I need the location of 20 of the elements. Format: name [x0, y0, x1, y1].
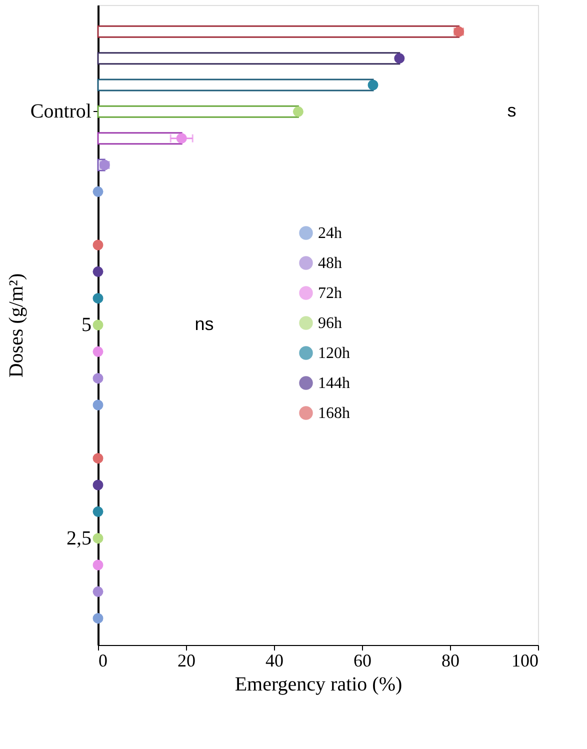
- annotation: ns: [194, 314, 214, 334]
- legend-label: 168h: [318, 405, 350, 422]
- legend-label: 24h: [318, 225, 342, 242]
- x-tick-label: 80: [442, 650, 460, 670]
- x-tick-label: 20: [178, 650, 196, 670]
- x-tick-label: 0: [98, 650, 108, 670]
- x-tick-label: 100: [512, 650, 538, 670]
- y-tick-label: 5: [82, 314, 92, 336]
- y-tick-label: 2,5: [66, 527, 92, 550]
- y-tick-label: Control: [30, 100, 92, 123]
- legend-label: 96h: [318, 315, 342, 332]
- annotation: s: [507, 100, 516, 121]
- y-axis-title: Doses (g/m²): [5, 273, 28, 378]
- x-tick-label: 40: [266, 650, 284, 670]
- legend-label: 48h: [318, 255, 342, 272]
- x-tick-label: 60: [354, 650, 372, 670]
- legend-label: 120h: [318, 345, 350, 362]
- legend-label: 144h: [318, 375, 350, 392]
- x-axis-title: Emergency ratio (%): [234, 674, 402, 696]
- legend-label: 72h: [318, 285, 342, 302]
